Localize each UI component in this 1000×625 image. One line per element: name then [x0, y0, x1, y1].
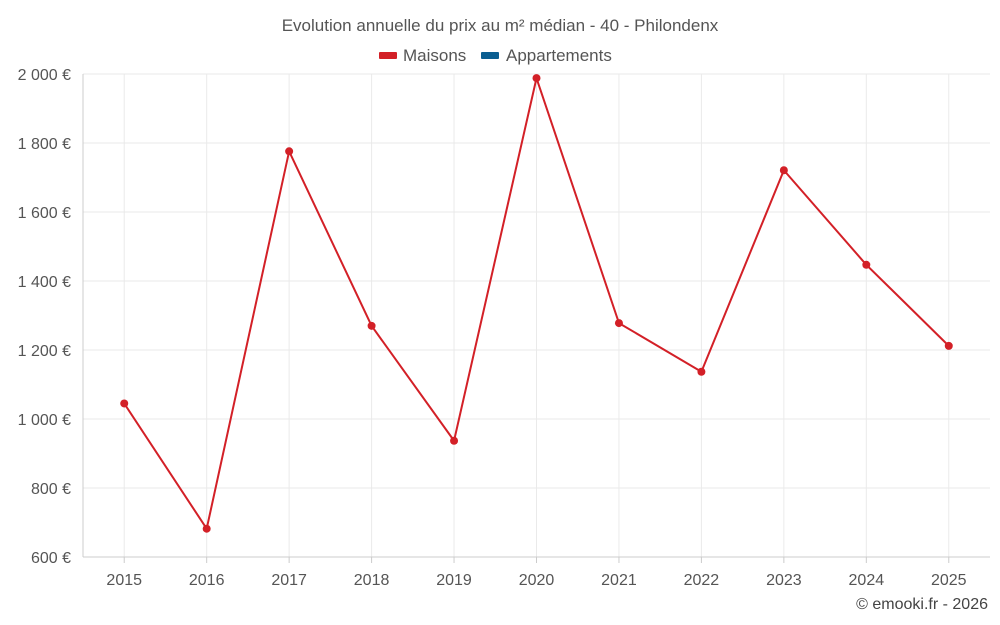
legend-swatch-appartements [481, 52, 499, 59]
series-maisons [120, 74, 953, 533]
y-tick-label: 1 000 € [18, 412, 71, 429]
data-point[interactable] [614, 319, 623, 328]
data-point[interactable] [862, 260, 871, 269]
x-tick-label: 2016 [189, 572, 225, 589]
data-point[interactable] [697, 367, 706, 376]
grid [83, 73, 990, 557]
legend-label-appartements: Appartements [506, 46, 612, 65]
data-point[interactable] [120, 399, 129, 408]
y-tick-label: 1 800 € [18, 136, 71, 153]
y-tick-label: 1 200 € [18, 343, 71, 360]
x-tick-label: 2017 [271, 572, 307, 589]
x-tick-label: 2020 [519, 572, 555, 589]
y-tick-label: 600 € [31, 550, 71, 567]
legend-label-maisons: Maisons [403, 46, 466, 65]
data-point[interactable] [450, 436, 459, 445]
y-tick-label: 2 000 € [18, 67, 71, 84]
x-axis-ticks: 2015 2016 2017 2018 2019 2020 2021 2022 2023 2024… [106, 572, 966, 589]
x-tick-label: 2015 [106, 572, 142, 589]
data-point[interactable] [944, 341, 953, 350]
legend: Maisons Appartements [379, 46, 612, 65]
x-tick-label: 2021 [601, 572, 637, 589]
credit-text: © emooki.fr - 2026 [856, 596, 988, 613]
y-axis-ticks: 600 € 800 € 1 000 € 1 200 € 1 400 € 1 600 € 1 … [18, 67, 71, 567]
x-tick-label: 2024 [849, 572, 885, 589]
data-point[interactable] [779, 166, 788, 175]
x-tick-label: 2019 [436, 572, 472, 589]
legend-item-appartements[interactable]: Appartements [481, 46, 612, 65]
legend-item-maisons[interactable]: Maisons [379, 46, 466, 65]
data-point[interactable] [285, 147, 294, 156]
x-tick-label: 2022 [684, 572, 720, 589]
x-tick-label: 2023 [766, 572, 802, 589]
data-point[interactable] [532, 74, 541, 83]
x-tick-label: 2025 [931, 572, 967, 589]
axes [82, 74, 990, 563]
y-tick-label: 1 600 € [18, 205, 71, 222]
legend-swatch-maisons [379, 52, 397, 59]
y-tick-label: 800 € [31, 481, 71, 498]
y-tick-label: 1 400 € [18, 274, 71, 291]
data-point[interactable] [202, 524, 211, 533]
x-tick-label: 2018 [354, 572, 390, 589]
chart-title: Evolution annuelle du prix au m² médian … [282, 16, 719, 35]
data-point[interactable] [367, 321, 376, 330]
